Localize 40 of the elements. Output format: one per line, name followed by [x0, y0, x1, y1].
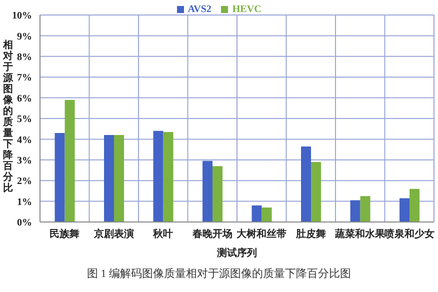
bar	[54, 132, 65, 222]
text: 图 1 编解码图像质量相对于源图像的质量下降百分比图	[86, 267, 352, 281]
y-tick-label: 3%	[17, 155, 32, 166]
bar	[212, 166, 223, 222]
x-tick-label: 春晚开场	[191, 228, 232, 240]
bar	[252, 205, 262, 222]
bar	[104, 135, 114, 222]
bar	[114, 135, 124, 222]
bar	[262, 208, 272, 222]
x-tick-label: 民族舞	[50, 228, 80, 240]
bar	[350, 200, 360, 222]
x-tick-label: 大树和丝带	[236, 228, 287, 240]
y-tick-label: 10%	[12, 10, 32, 22]
legend-label: HEVC	[232, 4, 262, 15]
bar	[153, 130, 164, 222]
bar	[202, 160, 213, 222]
y-tick-label: 4%	[17, 134, 32, 146]
y-tick-label: 0%	[17, 218, 32, 229]
x-tick-label: 京剧表演	[92, 228, 134, 240]
x-tick-label: 喷泉和少女	[384, 228, 434, 240]
y-tick-label: 9%	[17, 31, 32, 42]
bar	[311, 162, 322, 222]
bar	[163, 132, 174, 222]
x-tick-label: 秋叶	[152, 228, 174, 240]
bar	[400, 198, 410, 222]
bar	[64, 100, 75, 222]
y-tick-label: 1%	[17, 196, 32, 208]
y-tick-label: 6%	[17, 93, 32, 104]
bar	[410, 188, 420, 222]
x-axis-title: 测试序列	[216, 247, 257, 259]
y-tick-label: 5%	[17, 114, 32, 126]
bar	[301, 146, 312, 222]
legend-label: AVS2	[188, 4, 212, 15]
bar	[360, 196, 370, 222]
y-tick-label: 8%	[17, 52, 32, 63]
text: 相对于源图像的质量下降百分比	[3, 40, 13, 194]
x-tick-label: 肚皮舞	[294, 228, 326, 240]
x-tick-label: 蔬菜和水果	[334, 228, 386, 240]
y-tick-label: 2%	[17, 176, 32, 188]
y-tick-label: 7%	[17, 72, 32, 84]
